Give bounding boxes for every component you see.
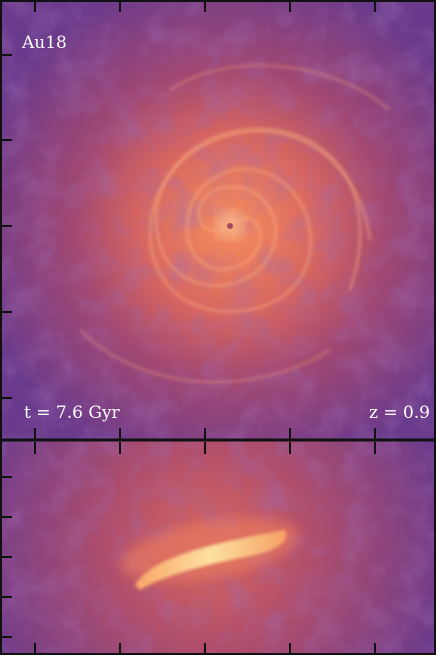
edge-on-panel: [0, 440, 436, 655]
figure: Au18 t = 7.6 Gyr z = 0.9: [0, 0, 436, 655]
redshift-label: z = 0.9: [369, 403, 430, 423]
simulation-label: Au18: [21, 33, 67, 53]
face-on-panel: Au18 t = 7.6 Gyr z = 0.9: [0, 0, 436, 440]
core-center: [227, 223, 233, 229]
time-label: t = 7.6 Gyr: [24, 403, 121, 423]
page: Au18 t = 7.6 Gyr z = 0.9 (() => { const …: [0, 0, 436, 655]
